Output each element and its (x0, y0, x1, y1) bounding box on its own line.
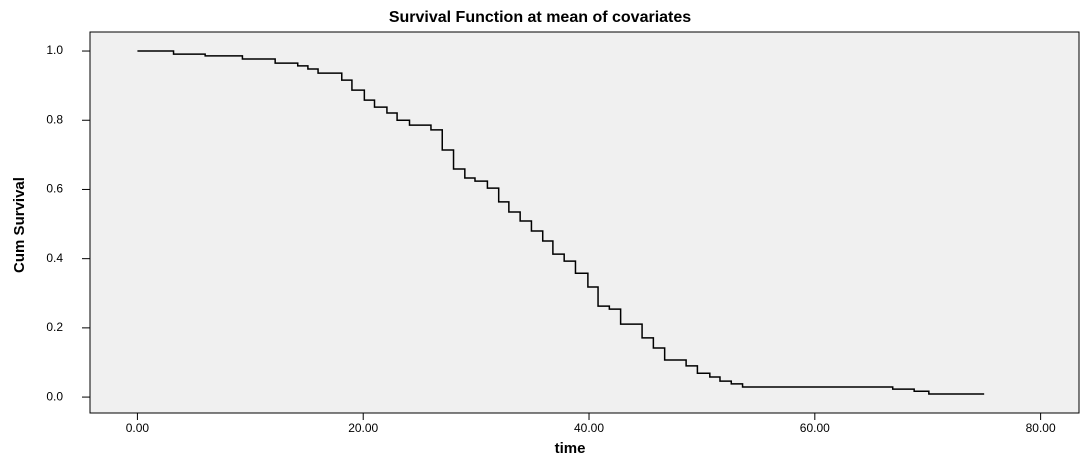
y-tick-label: 0.8 (46, 112, 63, 126)
chart-title: Survival Function at mean of covariates (389, 9, 691, 26)
plot-area (89, 31, 1080, 414)
y-tick-label: 0.6 (46, 182, 63, 196)
x-tick-label: 40.00 (574, 421, 604, 435)
x-axis-label: time (555, 440, 586, 457)
x-tick-label: 20.00 (348, 421, 378, 435)
y-axis-label: Cum Survival (11, 177, 28, 273)
survival-line (137, 50, 985, 395)
x-tick-label: 60.00 (800, 421, 830, 435)
y-tick-label: 1.0 (46, 43, 63, 57)
y-tick-label: 0.4 (46, 251, 63, 265)
y-tick-label: 0.0 (46, 389, 63, 403)
x-tick-label: 80.00 (1026, 421, 1056, 435)
y-tick-label: 0.2 (46, 320, 63, 334)
x-tick-label: 0.00 (126, 421, 150, 435)
